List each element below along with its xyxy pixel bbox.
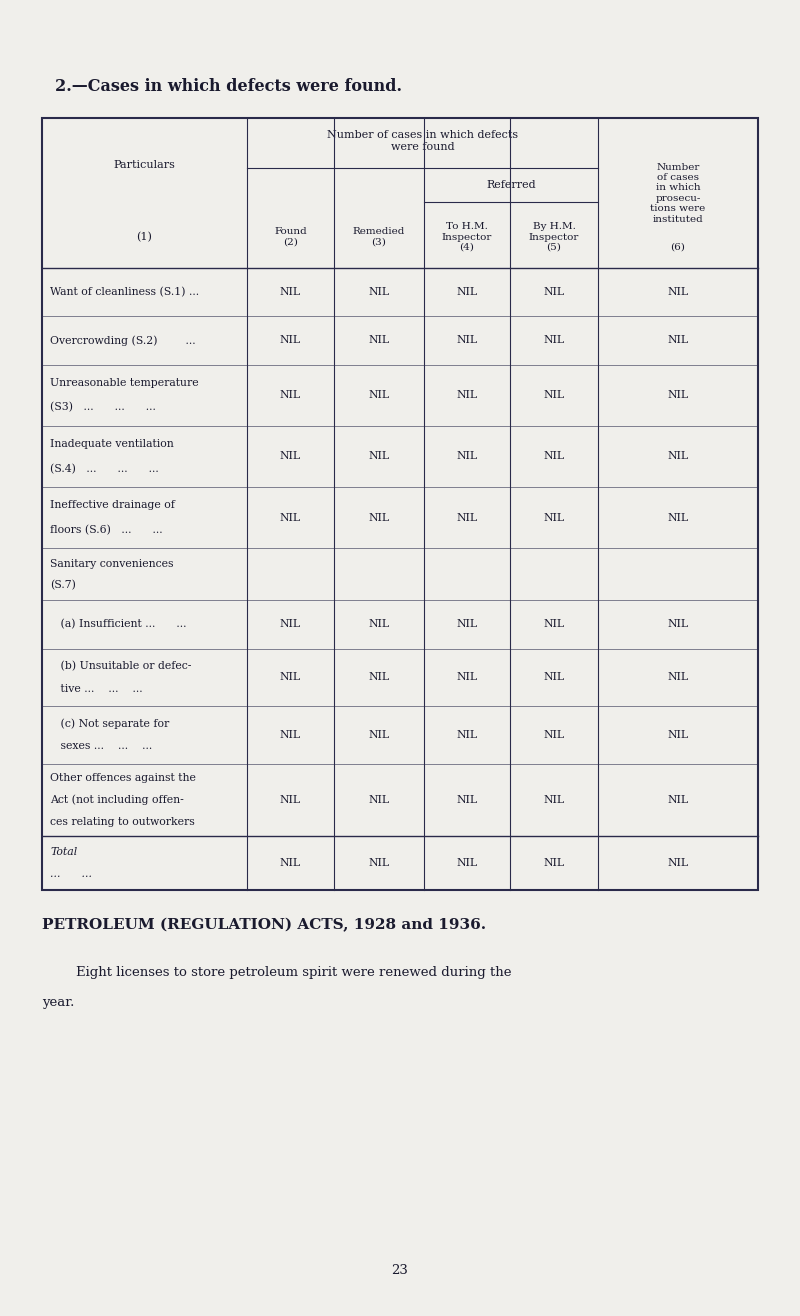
Text: NIL: NIL — [280, 730, 301, 740]
Text: (a) Insufficient ...      ...: (a) Insufficient ... ... — [50, 620, 186, 629]
Text: NIL: NIL — [280, 513, 301, 522]
Text: Ineffective drainage of: Ineffective drainage of — [50, 500, 175, 511]
Text: NIL: NIL — [369, 451, 390, 462]
Text: NIL: NIL — [457, 620, 478, 629]
Text: NIL: NIL — [543, 620, 565, 629]
Text: NIL: NIL — [543, 451, 565, 462]
Text: year.: year. — [42, 996, 74, 1009]
Text: NIL: NIL — [667, 730, 689, 740]
Text: NIL: NIL — [667, 795, 689, 805]
Text: NIL: NIL — [369, 336, 390, 345]
Text: Unreasonable temperature: Unreasonable temperature — [50, 378, 198, 388]
Text: Number
of cases
in which
prosecu-
tions were
instituted: Number of cases in which prosecu- tions … — [650, 162, 706, 224]
Text: NIL: NIL — [280, 858, 301, 869]
Text: NIL: NIL — [543, 390, 565, 400]
Text: ces relating to outworkers: ces relating to outworkers — [50, 817, 194, 826]
Text: NIL: NIL — [543, 672, 565, 683]
Text: PETROLEUM (REGULATION) ACTS, 1928 and 1936.: PETROLEUM (REGULATION) ACTS, 1928 and 19… — [42, 919, 486, 932]
Text: Referred: Referred — [486, 180, 536, 190]
Text: ...      ...: ... ... — [50, 869, 92, 879]
Text: tive ...    ...    ...: tive ... ... ... — [50, 684, 142, 694]
Text: NIL: NIL — [369, 795, 390, 805]
Text: NIL: NIL — [667, 287, 689, 297]
Text: NIL: NIL — [457, 390, 478, 400]
Text: NIL: NIL — [543, 730, 565, 740]
Text: (S.4)   ...      ...      ...: (S.4) ... ... ... — [50, 463, 158, 474]
Text: NIL: NIL — [369, 730, 390, 740]
Text: (S.7): (S.7) — [50, 579, 76, 590]
Text: Total: Total — [50, 848, 78, 857]
Text: NIL: NIL — [280, 620, 301, 629]
Text: NIL: NIL — [369, 858, 390, 869]
Text: floors (S.6)   ...      ...: floors (S.6) ... ... — [50, 525, 162, 536]
Text: NIL: NIL — [369, 287, 390, 297]
Text: NIL: NIL — [457, 451, 478, 462]
Text: 2.—Cases in which defects were found.: 2.—Cases in which defects were found. — [55, 78, 402, 95]
Text: NIL: NIL — [369, 620, 390, 629]
Text: NIL: NIL — [280, 390, 301, 400]
Text: Sanitary conveniences: Sanitary conveniences — [50, 559, 174, 569]
Text: Act (not including offen-: Act (not including offen- — [50, 795, 184, 805]
Text: NIL: NIL — [280, 795, 301, 805]
Text: NIL: NIL — [457, 672, 478, 683]
Text: Overcrowding (S.2)        ...: Overcrowding (S.2) ... — [50, 336, 196, 346]
Text: Want of cleanliness (S.1) ...: Want of cleanliness (S.1) ... — [50, 287, 199, 297]
Text: To H.M.
Inspector
(4): To H.M. Inspector (4) — [442, 222, 492, 251]
Text: NIL: NIL — [369, 672, 390, 683]
Bar — [42, 118, 758, 890]
Text: 23: 23 — [391, 1263, 409, 1277]
Text: NIL: NIL — [543, 858, 565, 869]
Text: NIL: NIL — [543, 513, 565, 522]
Text: Particulars: Particulars — [114, 161, 175, 170]
Text: NIL: NIL — [369, 390, 390, 400]
Text: NIL: NIL — [280, 451, 301, 462]
Text: sexes ...    ...    ...: sexes ... ... ... — [50, 741, 152, 751]
Text: Inadequate ventilation: Inadequate ventilation — [50, 440, 174, 449]
Text: NIL: NIL — [543, 795, 565, 805]
Text: NIL: NIL — [457, 858, 478, 869]
Text: NIL: NIL — [457, 730, 478, 740]
Text: (6): (6) — [670, 242, 686, 251]
Text: Remedied
(3): Remedied (3) — [353, 228, 405, 246]
Text: (1): (1) — [137, 232, 153, 242]
Text: NIL: NIL — [457, 513, 478, 522]
Text: (S3)   ...      ...      ...: (S3) ... ... ... — [50, 403, 156, 413]
Text: NIL: NIL — [457, 336, 478, 345]
Text: NIL: NIL — [667, 858, 689, 869]
Text: NIL: NIL — [369, 513, 390, 522]
Text: NIL: NIL — [457, 287, 478, 297]
Text: NIL: NIL — [457, 795, 478, 805]
Text: NIL: NIL — [667, 390, 689, 400]
Text: By H.M.
Inspector
(5): By H.M. Inspector (5) — [529, 222, 579, 251]
Text: Number of cases in which defects
were found: Number of cases in which defects were fo… — [327, 130, 518, 151]
Text: (c) Not separate for: (c) Not separate for — [50, 719, 170, 729]
Text: NIL: NIL — [543, 336, 565, 345]
Text: NIL: NIL — [667, 672, 689, 683]
Text: NIL: NIL — [667, 513, 689, 522]
Text: NIL: NIL — [280, 672, 301, 683]
Text: Found
(2): Found (2) — [274, 228, 307, 246]
Text: NIL: NIL — [543, 287, 565, 297]
Text: NIL: NIL — [280, 287, 301, 297]
Text: NIL: NIL — [667, 451, 689, 462]
Text: Other offences against the: Other offences against the — [50, 774, 196, 783]
Text: NIL: NIL — [667, 620, 689, 629]
Text: NIL: NIL — [667, 336, 689, 345]
Text: Eight licenses to store petroleum spirit were renewed during the: Eight licenses to store petroleum spirit… — [42, 966, 511, 979]
Text: (b) Unsuitable or defec-: (b) Unsuitable or defec- — [50, 661, 191, 671]
Text: NIL: NIL — [280, 336, 301, 345]
